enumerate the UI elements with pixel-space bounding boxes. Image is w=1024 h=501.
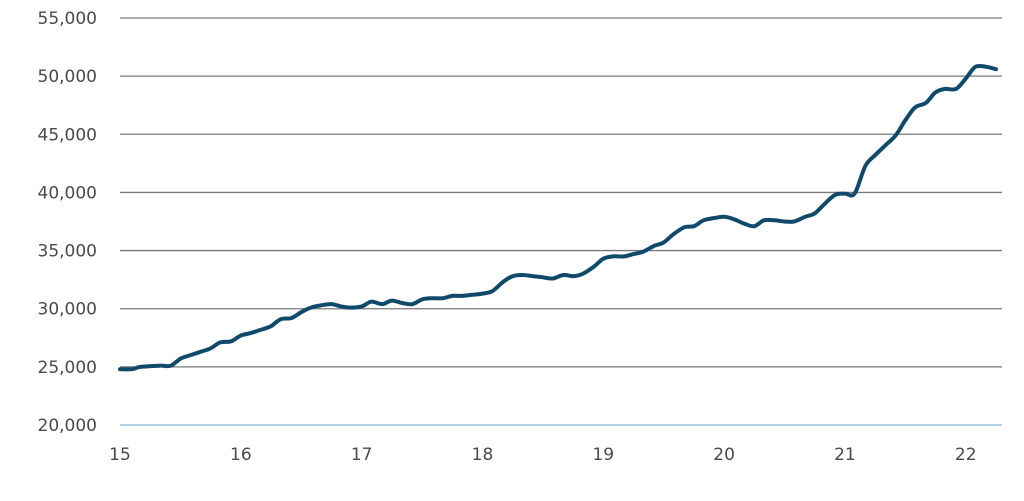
x-tick-label: 15 (109, 445, 131, 465)
y-tick-label: 30,000 (38, 300, 97, 320)
x-axis-tick-labels: 15 16 17 18 19 20 21 22 (109, 445, 976, 465)
x-tick-label: 19 (592, 445, 614, 465)
series-lines (118, 63, 998, 372)
y-tick-label: 35,000 (38, 242, 97, 262)
gridlines (120, 17, 1002, 426)
x-tick-label: 16 (230, 445, 252, 465)
y-axis-tick-labels: 20,000 25,000 30,000 35,000 40,000 45,000 50,0… (38, 9, 97, 436)
y-tick-label: 25,000 (38, 358, 97, 378)
x-tick-label: 18 (472, 445, 494, 465)
y-tick-label: 45,000 (38, 125, 97, 145)
x-tick-label: 22 (955, 445, 977, 465)
series-line (118, 63, 998, 372)
y-tick-label: 50,000 (38, 67, 97, 87)
x-tick-label: 17 (351, 445, 373, 465)
x-tick-label: 21 (834, 445, 856, 465)
y-tick-label: 40,000 (38, 183, 97, 203)
y-tick-label: 55,000 (38, 9, 97, 29)
y-tick-label: 20,000 (38, 416, 97, 436)
x-tick-label: 20 (713, 445, 735, 465)
